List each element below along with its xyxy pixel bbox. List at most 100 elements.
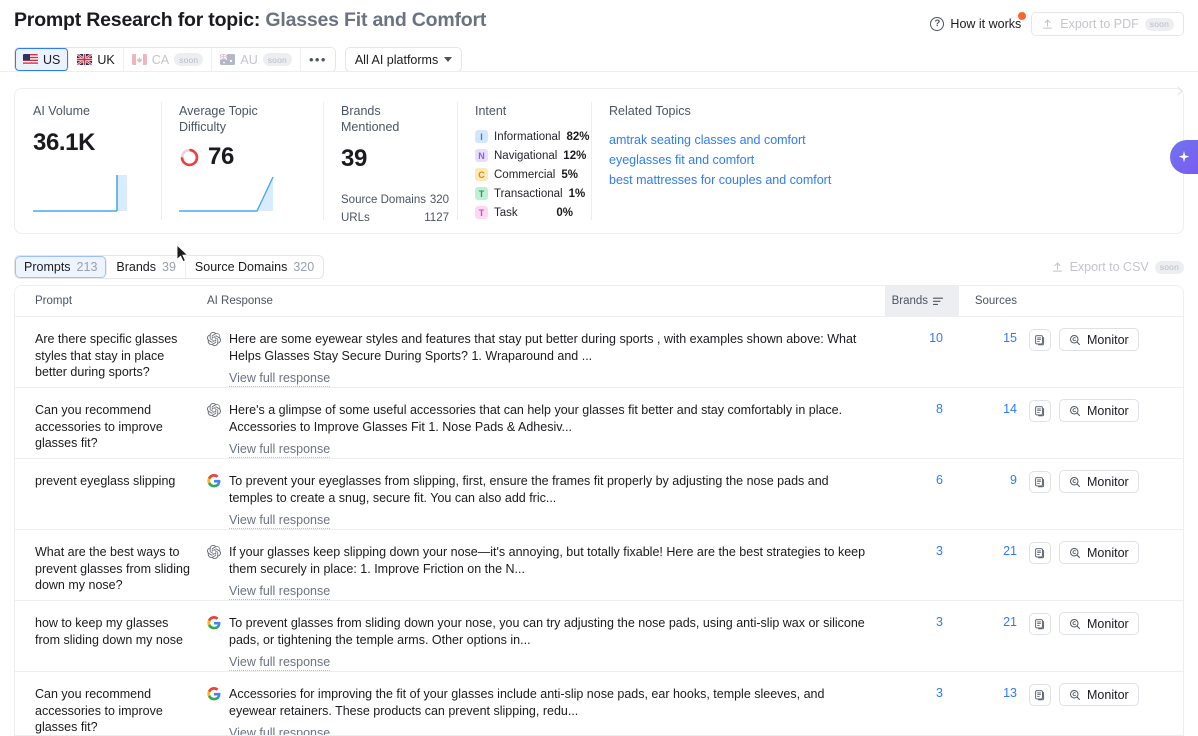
monitor-button[interactable]: Monitor	[1059, 612, 1139, 635]
cell-prompt: What are the best ways to prevent glasse…	[35, 545, 190, 592]
intent-name: Commercial	[494, 168, 556, 181]
country-au-soon-badge: soon	[262, 53, 292, 66]
google-logo-icon	[207, 687, 221, 701]
ai-volume-label: AI Volume	[33, 104, 90, 118]
notification-dot-icon	[1018, 12, 1027, 20]
openai-logo-icon	[207, 403, 221, 417]
related-topic-link[interactable]: best mattresses for couples and comfort	[609, 173, 832, 187]
view-full-response-link[interactable]: View full response	[229, 584, 331, 600]
copy-prompt-button[interactable]	[1029, 470, 1051, 493]
tab-brands[interactable]: Brands 39	[107, 256, 186, 278]
stat-ai-volume: AI Volume 36.1K	[15, 89, 161, 233]
cell-sources-count[interactable]: 21	[1003, 544, 1017, 558]
upload-icon	[1052, 262, 1062, 272]
country-button-ca: CA soon	[123, 48, 213, 71]
copy-prompt-button[interactable]	[1029, 541, 1051, 564]
copy-prompt-button[interactable]	[1029, 399, 1051, 422]
flag-uk-icon	[77, 54, 93, 65]
monitor-button[interactable]: Monitor	[1059, 328, 1139, 351]
view-full-response-link[interactable]: View full response	[229, 726, 330, 735]
export-to-pdf-label: Export to PDF	[1060, 17, 1139, 31]
chevron-down-icon	[444, 57, 453, 62]
copy-icon	[1035, 334, 1045, 345]
google-logo-icon	[207, 474, 221, 488]
tab-label: Brands	[116, 260, 157, 274]
tab-source-domains[interactable]: Source Domains 320	[186, 256, 323, 278]
view-full-response-link[interactable]: View full response	[229, 513, 331, 529]
monitor-label: Monitor	[1087, 474, 1129, 489]
cell-actions: Monitor	[1029, 601, 1183, 672]
view-full-response-link[interactable]: View full response	[229, 442, 331, 458]
cell-sources-count[interactable]: 13	[1003, 686, 1017, 700]
cell-actions: Monitor	[1029, 672, 1183, 736]
country-button-uk[interactable]: UK	[69, 48, 124, 71]
cell-prompt: Can you recommend accessories to improve…	[35, 687, 163, 734]
monitor-button[interactable]: Monitor	[1059, 541, 1139, 564]
monitor-button[interactable]: Monitor	[1059, 470, 1139, 493]
stat-related-topics: Related Topics amtrak seating classes an…	[591, 89, 1183, 233]
intent-list: I Informational 82% N Navigational 12% C Commer…	[475, 127, 590, 222]
cell-brands-count[interactable]: 10	[929, 331, 943, 345]
column-header-brands-label: Brands	[891, 295, 928, 307]
cell-sources-count[interactable]: 14	[1003, 402, 1017, 416]
table-row[interactable]: Are there specific glasses styles that s…	[15, 317, 1183, 388]
stat-brands-mentioned: Brands Mentioned 39 Source Domains 320 U…	[323, 89, 457, 233]
intent-percentage: 5%	[561, 168, 578, 181]
top-bar: Prompt Research for topic: Glasses Fit a…	[0, 0, 1198, 72]
column-header-brands[interactable]: Brands	[885, 286, 959, 317]
page-title-topic: Glasses Fit and Comfort	[265, 9, 487, 31]
how-it-works-button[interactable]: ? How it works	[930, 12, 1027, 31]
copy-prompt-button[interactable]	[1029, 683, 1051, 706]
source-domains-row: Source Domains 320	[341, 191, 449, 209]
difficulty-sparkline	[179, 176, 274, 212]
tab-label: Source Domains	[194, 260, 288, 274]
tab-prompts[interactable]: Prompts 213	[15, 256, 108, 278]
more-countries-button[interactable]: •••	[300, 48, 335, 71]
copy-prompt-button[interactable]	[1029, 612, 1051, 635]
country-label-ca: CA	[151, 52, 170, 67]
country-label-uk: UK	[97, 52, 115, 67]
urls-value: 1127	[424, 212, 449, 224]
table-row[interactable]: Can you recommend accessories to improve…	[15, 388, 1183, 459]
tab-count: 39	[162, 260, 176, 274]
monitor-button[interactable]: Monitor	[1059, 399, 1139, 422]
intent-row: T Transactional 1%	[475, 184, 585, 203]
cell-ai-response: Accessories for improving the fit of you…	[207, 672, 885, 735]
related-topics-list: amtrak seating classes and comfort eyegla…	[609, 130, 1165, 190]
collapse-panel-button[interactable]	[1174, 84, 1186, 102]
monitor-label: Monitor	[1087, 403, 1129, 418]
table-row[interactable]: What are the best ways to prevent glasse…	[15, 530, 1183, 601]
related-topic-link[interactable]: amtrak seating classes and comfort	[609, 133, 806, 147]
openai-logo-icon	[207, 545, 221, 559]
brands-mentioned-value: 39	[341, 145, 367, 172]
copy-prompt-button[interactable]	[1029, 328, 1051, 351]
cell-brands-count[interactable]: 6	[936, 473, 943, 487]
cell-brands-count[interactable]: 3	[936, 544, 943, 558]
ai-platform-select[interactable]: All AI platforms	[344, 47, 463, 72]
cell-brands-count[interactable]: 8	[936, 402, 943, 416]
cell-brands-count[interactable]: 3	[936, 686, 943, 700]
related-topic-link[interactable]: eyeglasses fit and comfort	[609, 153, 755, 167]
cell-brands-count[interactable]: 3	[936, 615, 943, 629]
table-row[interactable]: Can you recommend accessories to improve…	[15, 672, 1183, 736]
intent-name: Transactional	[494, 187, 563, 200]
tab-label: Prompts	[24, 260, 71, 274]
cell-ai-response: If your glasses keep slipping down your …	[207, 530, 885, 601]
ai-assistant-button[interactable]	[1170, 140, 1198, 174]
country-label-au: AU	[240, 52, 258, 67]
intent-row: N Navigational 12%	[475, 146, 586, 165]
cell-sources-count[interactable]: 9	[1010, 473, 1017, 487]
view-full-response-link[interactable]: View full response	[229, 655, 331, 671]
country-button-us[interactable]: US	[15, 48, 70, 71]
copy-icon	[1035, 476, 1045, 487]
stat-intent: Intent I Informational 82% N Navigational 12%…	[457, 89, 591, 233]
table-row[interactable]: how to keep my glasses from sliding down…	[15, 601, 1183, 672]
cell-prompt: how to keep my glasses from sliding down…	[35, 616, 183, 647]
cell-sources-count[interactable]: 21	[1003, 615, 1017, 629]
cell-sources-count[interactable]: 15	[1003, 331, 1017, 345]
view-full-response-link[interactable]: View full response	[229, 371, 331, 387]
tab-count: 320	[293, 260, 315, 274]
export-to-csv-button: Export to CSV soon	[1051, 260, 1184, 274]
table-row[interactable]: prevent eyeglass slipping To prevent your…	[15, 459, 1183, 530]
monitor-button[interactable]: Monitor	[1059, 683, 1139, 706]
